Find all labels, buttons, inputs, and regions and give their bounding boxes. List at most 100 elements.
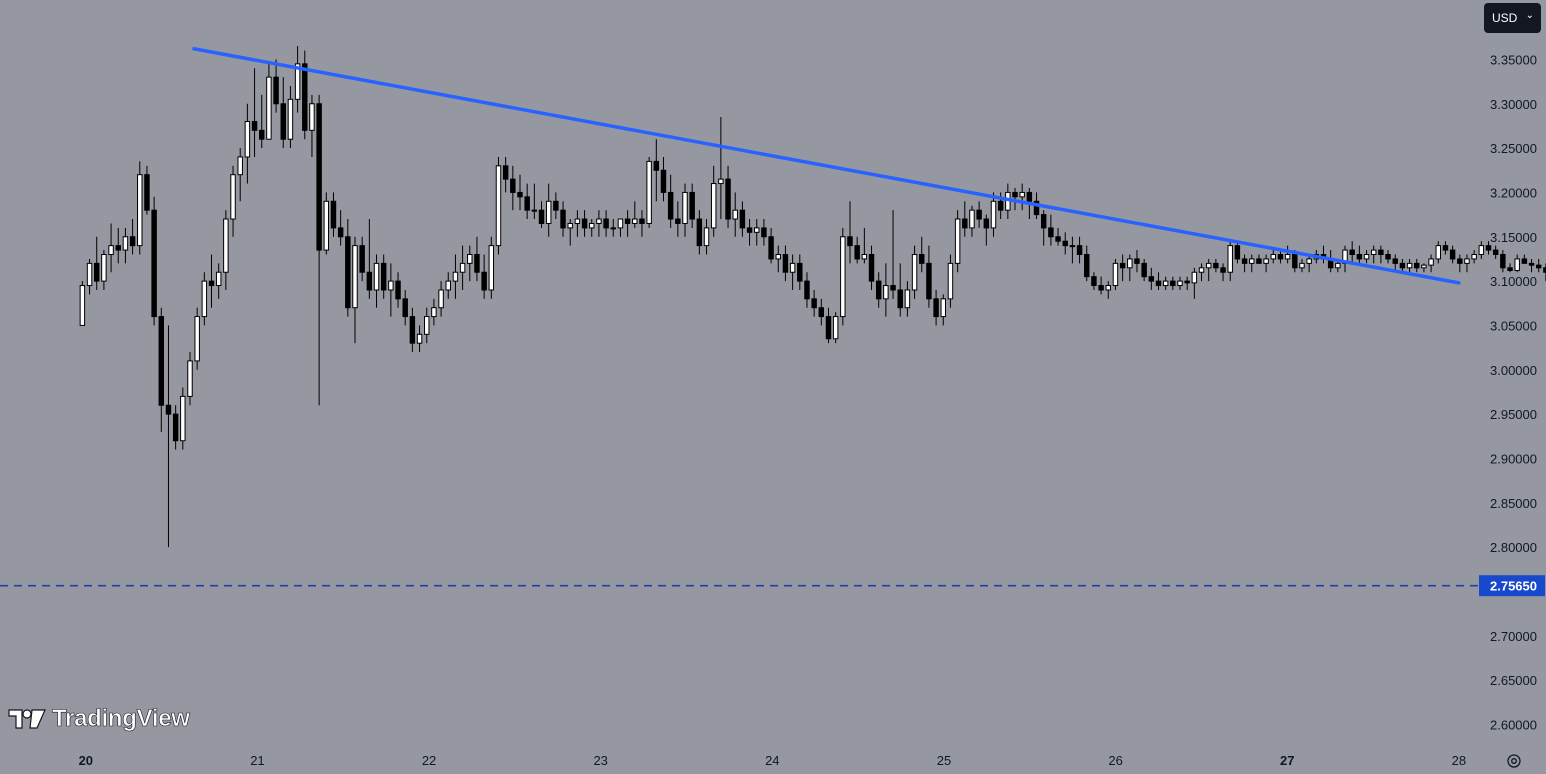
currency-selector[interactable]: USD ⌄: [1484, 3, 1541, 33]
candle: [725, 165, 731, 228]
gear-icon[interactable]: [1505, 752, 1523, 770]
candle: [144, 165, 150, 215]
candle: [1227, 241, 1233, 282]
candle: [1155, 272, 1162, 290]
candle-body: [632, 218, 638, 224]
candle-body: [223, 218, 229, 273]
candle-body: [1055, 236, 1061, 242]
candle-body: [287, 98, 294, 140]
candle: [1478, 241, 1485, 259]
candle: [1442, 241, 1449, 255]
candle-body: [259, 129, 265, 140]
candle-body: [868, 254, 875, 282]
candle: [1363, 250, 1370, 264]
candle: [244, 103, 251, 184]
time-axis[interactable]: 20 21 22 23 24 25 26 27 28: [79, 753, 1466, 768]
tradingview-logo[interactable]: TradingView: [8, 704, 190, 734]
candle: [804, 272, 810, 308]
candle-body: [940, 298, 946, 318]
candle: [172, 405, 179, 450]
candle: [1019, 183, 1025, 211]
candle: [1500, 250, 1506, 273]
candle-body: [431, 307, 437, 318]
candle: [502, 156, 509, 193]
candle-body: [1191, 271, 1198, 284]
candle-body: [1535, 264, 1542, 269]
y-tick-label: 3.35000: [1490, 52, 1537, 67]
x-tick-label: 21: [250, 753, 264, 768]
candle: [904, 281, 911, 317]
candle: [890, 210, 896, 299]
candle-body: [1241, 258, 1248, 264]
candle: [1370, 245, 1377, 264]
candle-body: [1134, 258, 1140, 264]
candle: [1464, 254, 1470, 273]
candle: [330, 192, 337, 237]
trendline[interactable]: [192, 47, 1461, 285]
x-tick-label: 24: [765, 753, 779, 768]
candle: [954, 210, 961, 273]
candle-body: [345, 236, 351, 309]
candle-body: [696, 218, 703, 247]
candle: [940, 294, 946, 326]
candle: [639, 210, 645, 237]
candle-body: [1471, 254, 1477, 260]
candle: [345, 219, 351, 317]
candle-body: [1449, 249, 1456, 260]
candle-body: [1442, 245, 1449, 251]
candle: [1198, 263, 1205, 282]
candle: [1263, 254, 1269, 273]
candle: [1127, 254, 1133, 282]
candle: [947, 254, 954, 308]
candle-body: [1263, 258, 1269, 264]
candle-body: [359, 245, 365, 273]
candle: [517, 174, 523, 211]
candle: [481, 254, 487, 299]
candle-body: [553, 200, 559, 211]
candle: [1471, 250, 1477, 264]
candle-body: [129, 236, 136, 247]
candle-body: [1170, 280, 1176, 287]
candle-body: [560, 209, 566, 229]
price-axis[interactable]: 2.60000 2.65000 2.70000 2.80000 2.85000 2.900…: [1490, 52, 1537, 732]
candle: [847, 201, 853, 264]
candle: [151, 196, 157, 326]
candle: [646, 156, 652, 228]
candle: [1040, 210, 1047, 246]
candle-body: [1184, 280, 1190, 284]
candle-body: [545, 200, 552, 224]
x-tick-label: 26: [1108, 753, 1122, 768]
candle-body: [1127, 258, 1133, 269]
candle-body: [531, 209, 538, 212]
candle-body: [438, 289, 444, 309]
candle-body: [911, 254, 918, 291]
candle-body: [732, 209, 738, 220]
candle-body: [1069, 245, 1076, 248]
candle-body: [883, 285, 889, 300]
candle-body: [538, 209, 545, 224]
candle-body: [337, 227, 344, 238]
candle-body: [474, 254, 480, 273]
candle-body: [768, 236, 774, 260]
candle-body: [1270, 254, 1276, 260]
candle: [718, 117, 724, 220]
y-tick-label: 3.05000: [1490, 318, 1537, 333]
candle: [1084, 245, 1090, 282]
candle: [431, 298, 437, 326]
candle: [230, 165, 236, 237]
candle-body: [1478, 245, 1485, 256]
candle: [1435, 241, 1442, 264]
candle-body: [366, 271, 373, 291]
candle: [1349, 241, 1355, 264]
candle-body: [1076, 245, 1083, 256]
candle: [1277, 250, 1284, 264]
candle-body: [617, 218, 624, 229]
candle-body: [574, 218, 581, 224]
candle: [854, 236, 860, 264]
y-tick-label: 3.20000: [1490, 185, 1537, 200]
candle: [366, 219, 373, 299]
candle: [1457, 254, 1463, 273]
candle: [610, 219, 616, 237]
candle-body: [1399, 262, 1406, 269]
